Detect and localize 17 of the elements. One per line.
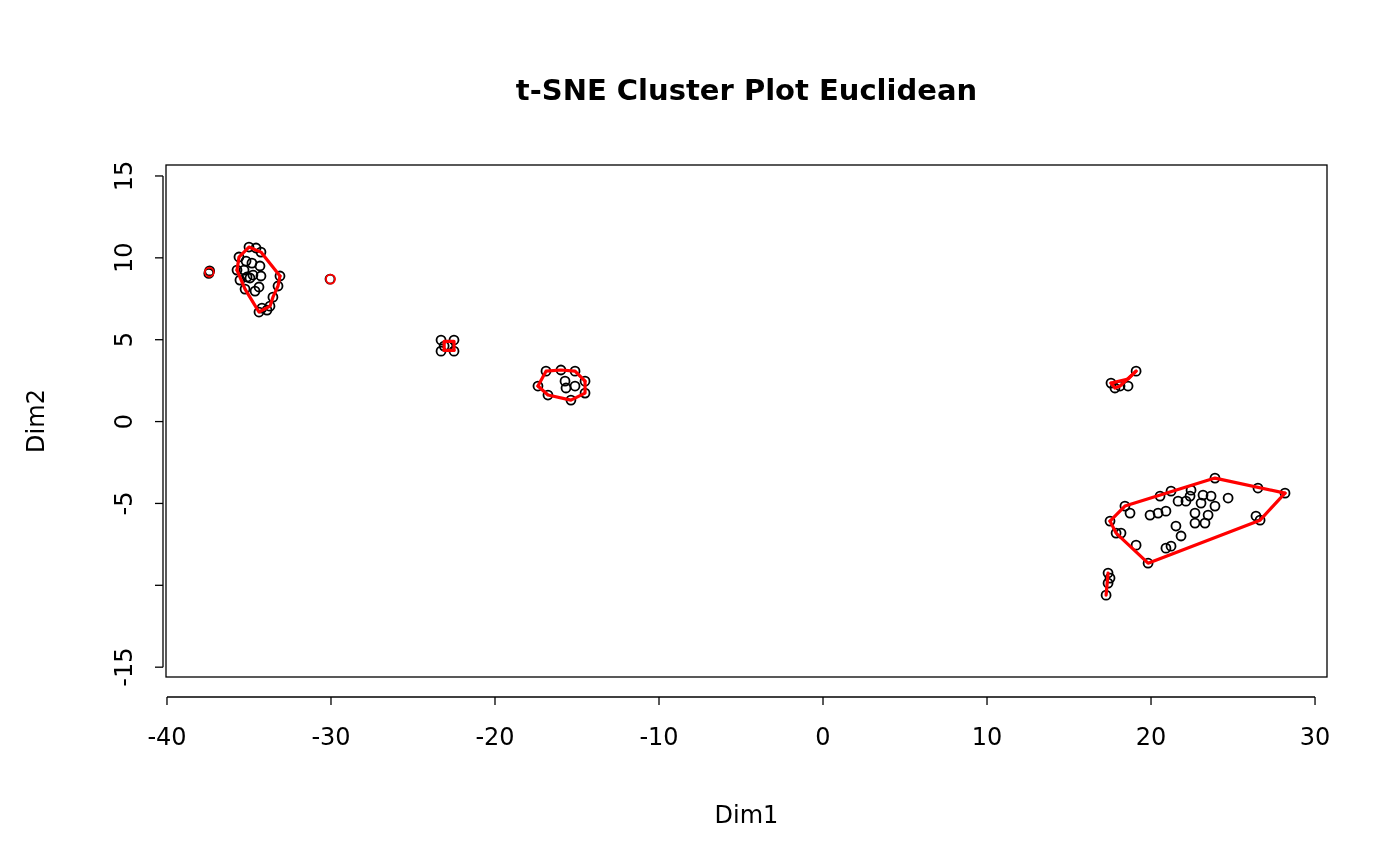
x-tick-label: 20 — [1135, 723, 1167, 751]
x-tick-label: 0 — [815, 723, 831, 751]
x-tick-label: -30 — [311, 723, 351, 751]
x-tick-label: 30 — [1299, 723, 1331, 751]
y-tick-label: 0 — [110, 413, 138, 430]
y-axis-title: Dim2 — [22, 389, 50, 453]
x-tick-label: 10 — [971, 723, 1003, 751]
y-tick-label: 5 — [110, 332, 138, 348]
y-tick-label: 15 — [110, 160, 138, 192]
y-tick-label: 10 — [110, 242, 138, 274]
chart-title: t-SNE Cluster Plot Euclidean — [515, 73, 978, 107]
x-tick-label: -10 — [639, 723, 679, 751]
y-tick-label: -15 — [110, 647, 138, 687]
x-tick-label: -40 — [147, 723, 187, 751]
y-tick-label: -5 — [110, 491, 138, 516]
x-tick-label: -20 — [475, 723, 515, 751]
x-axis-title: Dim1 — [714, 801, 779, 829]
